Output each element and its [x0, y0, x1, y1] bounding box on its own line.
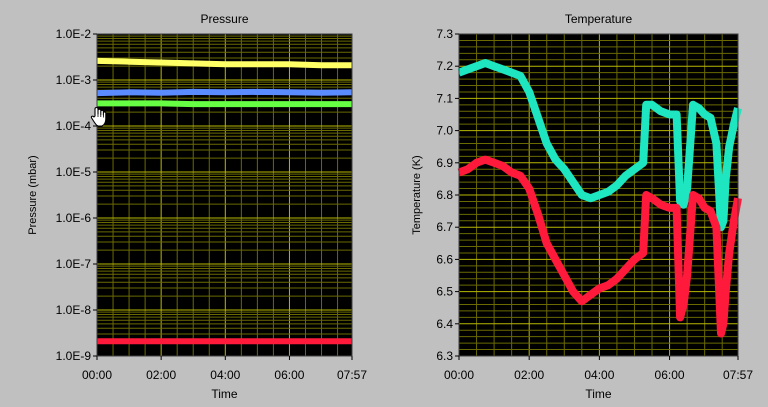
pressure-x-tick-label: 04:00	[210, 368, 240, 382]
temperature-x-tick-label: 02:00	[514, 368, 544, 382]
pressure-y-tick-label: 1.0E-5	[56, 165, 92, 179]
pressure-series-1-line	[96, 88, 353, 97]
pressure-chart: Pressure Pressure (mbar) Time 1.0E-9 1.0E…	[27, 12, 367, 401]
pressure-y-tick-label: 1.0E-6	[56, 211, 92, 225]
pressure-y-tick-label: 1.0E-3	[56, 73, 92, 87]
temperature-y-tick-label: 7.3	[436, 27, 453, 41]
temperature-y-tick-label: 6.7	[436, 220, 453, 234]
pressure-plot-area	[97, 34, 352, 356]
temperature-y-tick-label: 6.3	[436, 349, 453, 363]
pressure-chart-title: Pressure	[200, 12, 248, 26]
temperature-x-tick-label: 07:57	[723, 368, 753, 382]
temperature-chart-title: Temperature	[565, 12, 633, 26]
pressure-x-tick-label: 00:00	[82, 368, 112, 382]
temperature-y-axis-label: Temperature (K)	[411, 155, 423, 234]
temperature-x-tick-label: 00:00	[444, 368, 474, 382]
pressure-x-tick-label: 06:00	[274, 368, 304, 382]
temperature-chart: Temperature Temperature (K) Time 6.3 6.4 6…	[411, 12, 753, 401]
pressure-y-tick-label: 1.0E-7	[56, 257, 92, 271]
pressure-y-tick-label: 1.0E-4	[56, 119, 92, 133]
pressure-grid	[97, 34, 352, 356]
temperature-y-tick-label: 6.9	[436, 156, 453, 170]
temperature-y-tick-label: 6.4	[436, 317, 453, 331]
pressure-y-tick-label: 1.0E-9	[56, 349, 92, 363]
temperature-x-tick-label: 04:00	[584, 368, 614, 382]
pressure-y-tick-label: 1.0E-2	[56, 27, 92, 41]
temperature-y-tick-label: 7.2	[436, 59, 453, 73]
temperature-y-tick-label: 6.8	[436, 188, 453, 202]
temperature-series-1-line	[457, 155, 742, 338]
temperature-x-axis-label: Time	[585, 387, 612, 401]
pressure-series-2-line	[97, 100, 352, 108]
temperature-y-tick-label: 7.0	[436, 124, 453, 138]
pressure-x-axis-label: Time	[211, 387, 238, 401]
pressure-y-axis-label: Pressure (mbar)	[27, 155, 39, 234]
pressure-plot-frame	[96, 33, 353, 357]
hand-cursor-icon	[90, 106, 107, 127]
pressure-y-tick-label: 1.0E-8	[56, 303, 92, 317]
pressure-series-0-line	[96, 57, 352, 69]
temperature-y-tick-label: 6.5	[436, 285, 453, 299]
pressure-x-tick-label: 02:00	[146, 368, 176, 382]
pressure-x-tick-label: 07:57	[337, 368, 367, 382]
temperature-x-tick-label: 06:00	[655, 368, 685, 382]
temperature-y-tick-label: 7.1	[436, 91, 453, 105]
temperature-y-tick-label: 6.6	[436, 252, 453, 266]
temperature-series-0-line	[457, 59, 742, 232]
